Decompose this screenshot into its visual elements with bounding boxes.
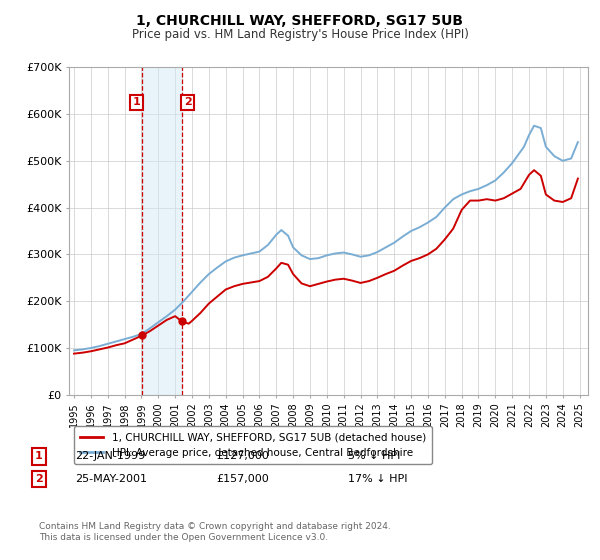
Text: 2: 2 bbox=[35, 474, 43, 484]
Text: 2: 2 bbox=[184, 97, 191, 108]
Bar bbox=[142, 67, 182, 395]
Text: Contains HM Land Registry data © Crown copyright and database right 2024.: Contains HM Land Registry data © Crown c… bbox=[39, 522, 391, 531]
Text: 1, CHURCHILL WAY, SHEFFORD, SG17 5UB: 1, CHURCHILL WAY, SHEFFORD, SG17 5UB bbox=[137, 14, 464, 28]
Text: 22-JAN-1999: 22-JAN-1999 bbox=[75, 451, 145, 461]
Text: 17% ↓ HPI: 17% ↓ HPI bbox=[348, 474, 407, 484]
Text: 1: 1 bbox=[35, 451, 43, 461]
Text: £157,000: £157,000 bbox=[216, 474, 269, 484]
Legend: 1, CHURCHILL WAY, SHEFFORD, SG17 5UB (detached house), HPI: Average price, detac: 1, CHURCHILL WAY, SHEFFORD, SG17 5UB (de… bbox=[74, 426, 432, 464]
Text: 1: 1 bbox=[133, 97, 140, 108]
Text: This data is licensed under the Open Government Licence v3.0.: This data is licensed under the Open Gov… bbox=[39, 533, 328, 542]
Text: 25-MAY-2001: 25-MAY-2001 bbox=[75, 474, 147, 484]
Text: 5% ↓ HPI: 5% ↓ HPI bbox=[348, 451, 400, 461]
Text: £127,000: £127,000 bbox=[216, 451, 269, 461]
Text: Price paid vs. HM Land Registry's House Price Index (HPI): Price paid vs. HM Land Registry's House … bbox=[131, 28, 469, 41]
